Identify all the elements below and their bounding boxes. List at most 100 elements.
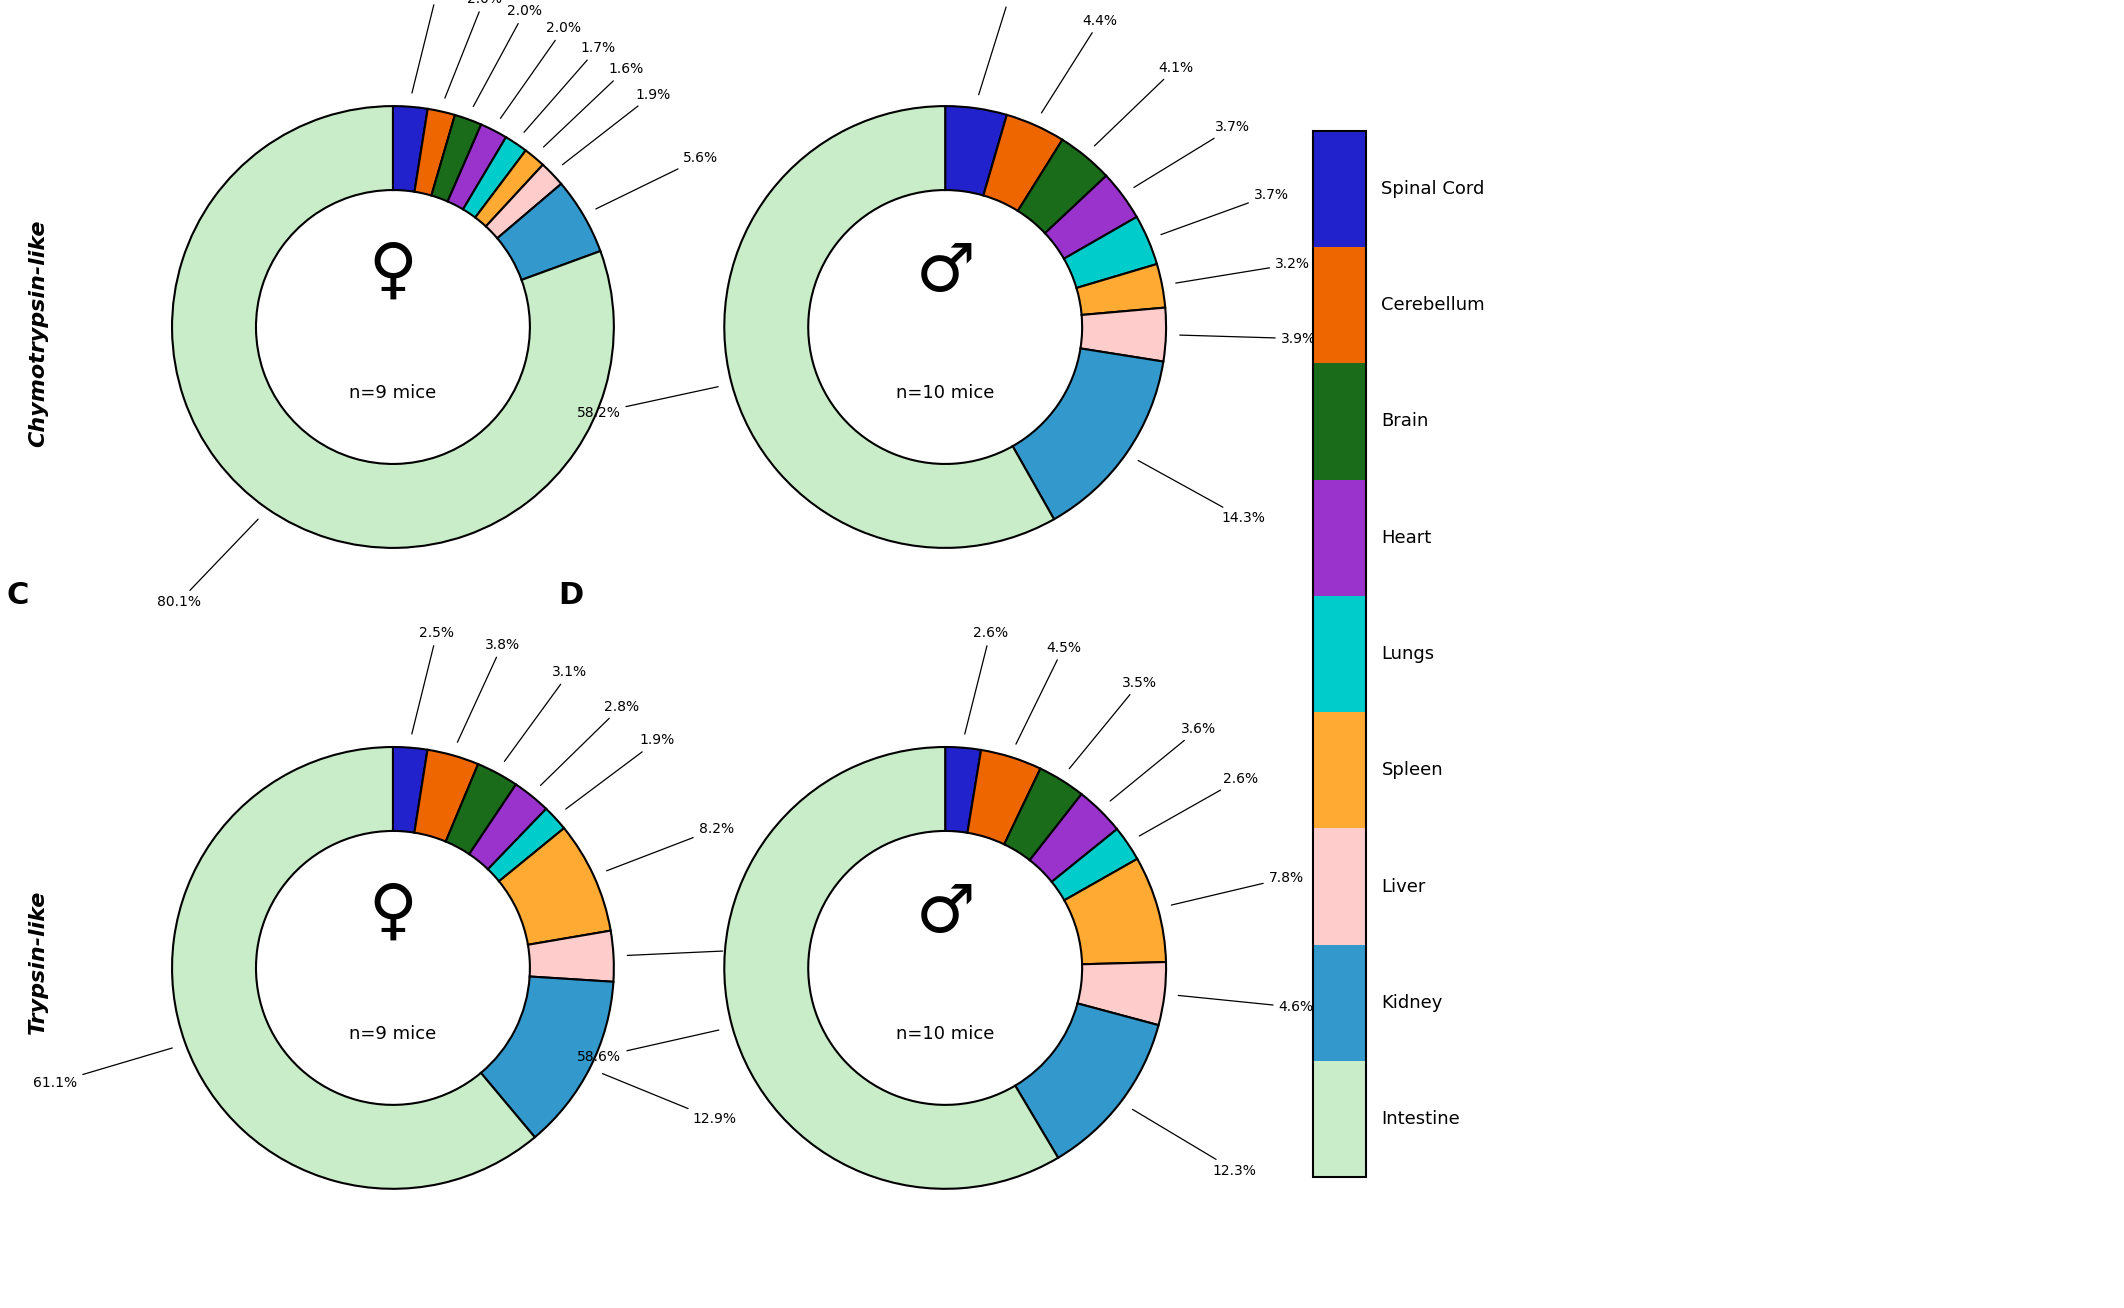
Text: 2.0%: 2.0% [474, 4, 542, 106]
Text: 3.7%: 3.7% [1134, 120, 1249, 187]
Text: Trypsin-like: Trypsin-like [28, 889, 49, 1033]
Text: 1.7%: 1.7% [525, 41, 616, 132]
Bar [1313, 131, 1366, 1177]
Text: 3.2%: 3.2% [1177, 258, 1311, 283]
Wedge shape [1045, 175, 1136, 259]
Text: 61.1%: 61.1% [34, 1048, 172, 1090]
Text: 2.6%: 2.6% [964, 627, 1007, 734]
Wedge shape [724, 106, 1054, 548]
Wedge shape [945, 106, 1007, 195]
Text: 3.7%: 3.7% [1162, 187, 1289, 234]
Text: n=10 mice: n=10 mice [896, 1025, 994, 1044]
Wedge shape [431, 115, 482, 201]
Wedge shape [172, 747, 535, 1189]
Text: Liver: Liver [1381, 878, 1425, 896]
Text: 3.7%: 3.7% [627, 943, 763, 957]
Bar [1313, 828, 1366, 944]
Text: 2.0%: 2.0% [501, 21, 582, 118]
Text: 1.9%: 1.9% [563, 88, 671, 165]
Wedge shape [446, 764, 516, 854]
Text: 3.8%: 3.8% [457, 638, 520, 742]
Wedge shape [499, 828, 612, 944]
Wedge shape [1015, 1003, 1158, 1158]
Text: Lungs: Lungs [1381, 645, 1434, 663]
Text: Chymotrypsin-like: Chymotrypsin-like [28, 220, 49, 447]
Wedge shape [1077, 961, 1166, 1025]
Text: 58.2%: 58.2% [576, 387, 718, 420]
Text: ♂: ♂ [915, 880, 975, 946]
Text: Heart: Heart [1381, 528, 1432, 547]
Text: 3.9%: 3.9% [1179, 332, 1317, 345]
Bar [1313, 712, 1366, 828]
Text: 2.0%: 2.0% [444, 0, 501, 98]
Wedge shape [463, 137, 527, 217]
Wedge shape [469, 785, 546, 870]
Text: 4.5%: 4.5% [979, 0, 1028, 94]
Bar [1313, 944, 1366, 1061]
Text: 3.6%: 3.6% [1111, 722, 1217, 800]
Bar [1313, 247, 1366, 364]
Text: 4.4%: 4.4% [1041, 13, 1117, 112]
Wedge shape [476, 150, 544, 226]
Text: ♀: ♀ [370, 880, 416, 946]
Bar [1313, 596, 1366, 712]
Wedge shape [945, 747, 981, 833]
Wedge shape [1077, 264, 1166, 315]
Text: 2.5%: 2.5% [412, 627, 455, 734]
Text: 2.6%: 2.6% [1138, 772, 1257, 836]
Wedge shape [1013, 348, 1164, 519]
Wedge shape [1064, 859, 1166, 964]
Bar [1313, 1061, 1366, 1177]
Text: Spinal Cord: Spinal Cord [1381, 181, 1485, 198]
Wedge shape [172, 106, 614, 548]
Wedge shape [1081, 307, 1166, 361]
Text: 2.8%: 2.8% [539, 700, 639, 785]
Text: 12.3%: 12.3% [1132, 1109, 1257, 1177]
Text: 8.2%: 8.2% [607, 821, 733, 871]
Wedge shape [1030, 794, 1117, 882]
Text: D: D [559, 581, 584, 611]
Wedge shape [393, 106, 427, 192]
Wedge shape [1005, 769, 1081, 861]
Text: Intestine: Intestine [1381, 1110, 1459, 1127]
Text: n=9 mice: n=9 mice [348, 1025, 438, 1044]
Text: Brain: Brain [1381, 412, 1429, 430]
Wedge shape [393, 747, 427, 833]
Bar [1313, 480, 1366, 596]
Text: 4.6%: 4.6% [1179, 995, 1315, 1014]
Text: n=9 mice: n=9 mice [348, 385, 438, 403]
Wedge shape [497, 184, 601, 280]
Wedge shape [489, 808, 565, 882]
Wedge shape [529, 930, 614, 982]
Text: 4.1%: 4.1% [1094, 60, 1194, 146]
Text: 14.3%: 14.3% [1138, 460, 1266, 526]
Wedge shape [480, 977, 614, 1137]
Text: 5.6%: 5.6% [597, 150, 718, 209]
Wedge shape [724, 747, 1058, 1189]
Text: 3.5%: 3.5% [1068, 676, 1158, 769]
Wedge shape [983, 115, 1062, 211]
Text: 4.5%: 4.5% [1015, 641, 1081, 744]
Text: 58.6%: 58.6% [578, 1029, 718, 1063]
Text: n=10 mice: n=10 mice [896, 385, 994, 403]
Text: Spleen: Spleen [1381, 761, 1442, 780]
Wedge shape [486, 165, 561, 238]
Text: 12.9%: 12.9% [603, 1074, 737, 1126]
Text: 2.5%: 2.5% [412, 0, 455, 93]
Wedge shape [414, 749, 478, 841]
Text: 7.8%: 7.8% [1170, 871, 1304, 905]
Text: 1.6%: 1.6% [544, 63, 644, 146]
Text: C: C [6, 581, 30, 611]
Text: 3.1%: 3.1% [503, 666, 586, 761]
Text: ♂: ♂ [915, 239, 975, 305]
Wedge shape [966, 749, 1041, 845]
Bar [1313, 131, 1366, 247]
Text: 1.9%: 1.9% [565, 734, 675, 810]
Wedge shape [1064, 217, 1158, 288]
Wedge shape [1017, 140, 1107, 233]
Text: Kidney: Kidney [1381, 994, 1442, 1012]
Bar [1313, 364, 1366, 480]
Text: Cerebellum: Cerebellum [1381, 296, 1485, 314]
Wedge shape [1051, 829, 1136, 900]
Text: 80.1%: 80.1% [157, 519, 259, 610]
